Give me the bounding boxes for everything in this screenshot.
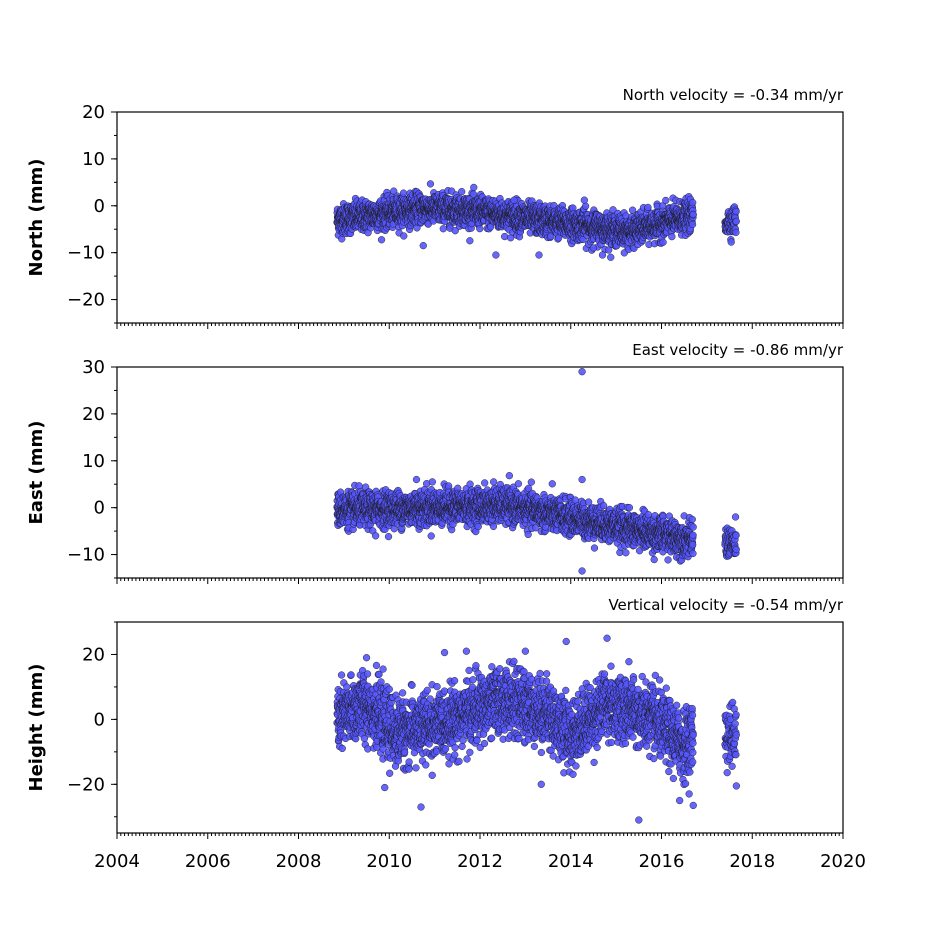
data-point <box>400 232 408 240</box>
velocity-label: North velocity = -0.34 mm/yr <box>623 86 844 104</box>
data-point <box>501 232 509 241</box>
data-point <box>399 189 408 197</box>
data-point <box>689 210 697 219</box>
data-point <box>659 202 667 210</box>
data-point <box>527 478 535 486</box>
y-tick-label: 20 <box>82 102 105 123</box>
data-point <box>659 238 667 246</box>
data-point <box>384 532 393 541</box>
data-point <box>377 236 386 244</box>
data-point <box>581 202 590 210</box>
outlier-point <box>419 242 427 250</box>
data-point <box>628 206 637 214</box>
data-point <box>489 522 498 531</box>
data-point <box>727 238 735 246</box>
data-point <box>458 187 466 196</box>
outlier-point <box>580 196 588 204</box>
outlier-point <box>535 251 543 259</box>
data-point <box>451 227 459 235</box>
data-point <box>605 246 613 254</box>
y-tick-label: 0 <box>94 196 105 217</box>
data-point <box>474 522 482 531</box>
data-point <box>732 207 740 216</box>
data-point <box>662 196 670 205</box>
data-point <box>481 479 489 487</box>
outlier-point <box>492 251 500 259</box>
data-point <box>466 480 474 488</box>
data-point <box>668 233 676 241</box>
data-point <box>548 480 556 488</box>
data-points <box>333 368 740 575</box>
data-point <box>427 532 435 540</box>
y-tick-label: −10 <box>67 243 105 264</box>
data-point <box>732 217 740 226</box>
y-axis-label: North (mm) <box>26 159 47 277</box>
data-point <box>470 183 478 192</box>
y-tick-label: −20 <box>67 290 105 311</box>
outlier-point <box>589 244 598 252</box>
data-point <box>476 225 484 233</box>
data-point <box>644 203 652 212</box>
outlier-point <box>510 196 518 204</box>
data-point <box>390 187 398 195</box>
data-point <box>689 198 697 207</box>
panel-1: 20 10 0 −10 −20 North (mm) North velocity = -0… <box>26 86 844 329</box>
data-point <box>426 180 435 188</box>
data-point <box>439 225 447 233</box>
data-point <box>505 472 513 480</box>
data-point <box>607 253 615 261</box>
data-point <box>514 480 522 488</box>
data-point <box>524 530 532 539</box>
data-point <box>732 228 740 237</box>
data-point <box>466 237 474 245</box>
data-point <box>444 482 453 490</box>
data-points <box>333 180 740 261</box>
data-point <box>688 220 697 229</box>
y-tick-label: 10 <box>82 149 105 170</box>
outlier-point <box>598 251 607 259</box>
